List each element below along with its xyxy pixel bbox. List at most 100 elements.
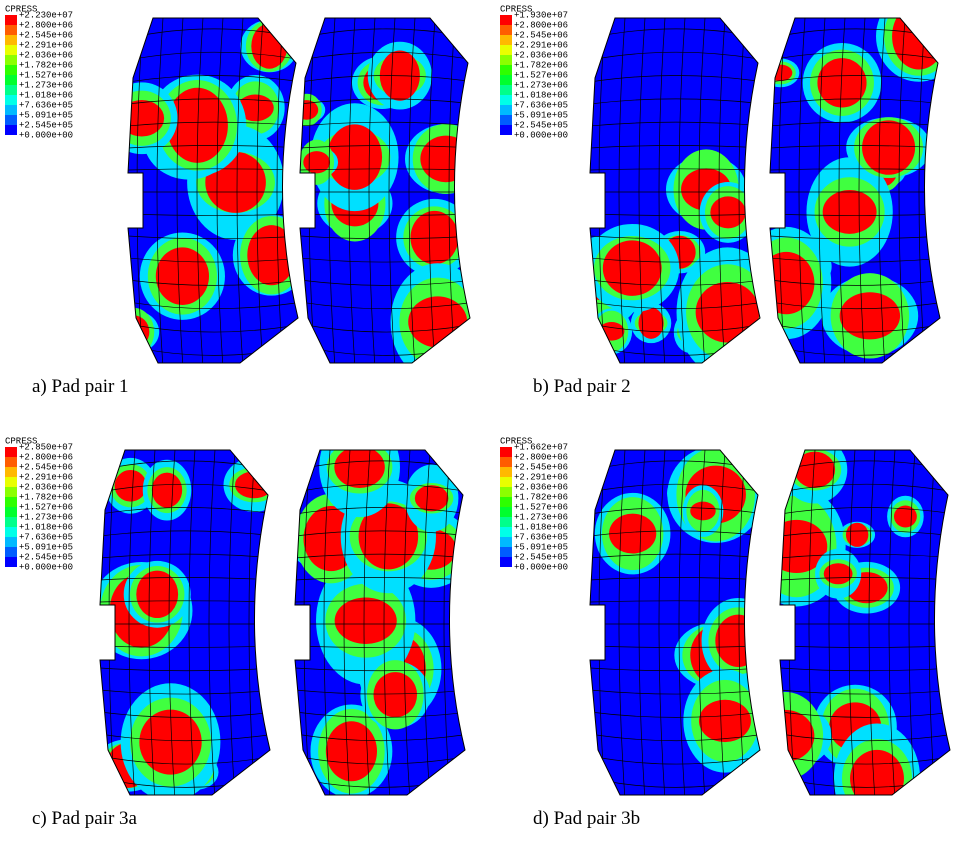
- pressure-zone: [850, 750, 904, 807]
- legend-label: +0.000e+00: [514, 562, 568, 572]
- legend-label: +2.800e+06: [514, 20, 568, 30]
- legend-label: +7.636e+05: [19, 532, 73, 542]
- caption: a) Pad pair 1: [32, 376, 129, 397]
- pressure-zone: [846, 523, 868, 547]
- legend-label: +7.636e+05: [514, 100, 568, 110]
- legend-label: +1.018e+06: [19, 90, 73, 100]
- legend-swatch: [5, 457, 17, 467]
- legend-label: +2.291e+06: [19, 40, 73, 50]
- legend-swatch: [500, 477, 512, 487]
- pressure-zone: [373, 672, 417, 717]
- page: CPRESS+2.230e+07+2.800e+06+2.545e+06+2.2…: [0, 0, 957, 850]
- legend-label: +1.527e+06: [19, 502, 73, 512]
- legend-swatch: [5, 95, 17, 105]
- legend-swatch: [5, 487, 17, 497]
- legend-swatch: [5, 25, 17, 35]
- pad: [741, 0, 957, 368]
- legend-label: +2.291e+06: [514, 472, 568, 482]
- legend-swatch: [5, 55, 17, 65]
- legend-label: +1.018e+06: [19, 522, 73, 532]
- legend-label: +7.636e+05: [514, 532, 568, 542]
- pad-contour: [288, 18, 487, 381]
- legend-label: +1.018e+06: [514, 522, 568, 532]
- pad: [288, 18, 487, 381]
- legend-label: +1.273e+06: [514, 512, 568, 522]
- caption: d) Pad pair 3b: [533, 808, 640, 829]
- pressure-zone: [152, 473, 182, 508]
- legend-swatch: [5, 477, 17, 487]
- legend-label: +2.545e+05: [19, 552, 73, 562]
- legend-swatch: [5, 557, 17, 567]
- legend-swatch: [500, 35, 512, 45]
- legend-label: +7.636e+05: [19, 100, 73, 110]
- legend-swatch: [500, 125, 512, 135]
- legend-swatch: [500, 55, 512, 65]
- legend-label: +2.291e+06: [19, 472, 73, 482]
- pressure-zone: [247, 225, 295, 285]
- legend-label: +2.291e+06: [514, 40, 568, 50]
- legend-swatch: [500, 517, 512, 527]
- legend-swatch: [5, 507, 17, 517]
- pressure-zone: [415, 485, 449, 511]
- legend-label: +2.850e+07: [19, 442, 73, 452]
- legend-swatch: [500, 537, 512, 547]
- legend-swatch: [5, 85, 17, 95]
- figure: CPRESS+2.230e+07+2.800e+06+2.545e+06+2.2…: [0, 0, 957, 850]
- legend-swatch: [5, 467, 17, 477]
- pressure-zone: [715, 615, 761, 667]
- legend-label: +2.800e+06: [19, 20, 73, 30]
- legend-swatch: [5, 125, 17, 135]
- legend-label: +1.273e+06: [19, 512, 73, 522]
- legend-label: +1.273e+06: [514, 80, 568, 90]
- legend-label: +1.018e+06: [514, 90, 568, 100]
- legend-label: +5.091e+05: [514, 110, 568, 120]
- pressure-zone: [758, 252, 814, 314]
- legend-swatch: [500, 75, 512, 85]
- legend-swatch: [500, 65, 512, 75]
- pressure-zone: [862, 120, 915, 174]
- legend-swatch: [500, 105, 512, 115]
- pressure-zone: [690, 502, 716, 521]
- legend-swatch: [500, 487, 512, 497]
- legend-swatch: [500, 45, 512, 55]
- pressure-zone: [117, 315, 150, 348]
- legend-label: +2.800e+06: [514, 452, 568, 462]
- legend-label: +2.545e+06: [514, 462, 568, 472]
- legend-swatch: [5, 537, 17, 547]
- legend-label: +2.545e+06: [19, 462, 73, 472]
- panel: CPRESS+2.230e+07+2.800e+06+2.545e+06+2.2…: [5, 4, 129, 397]
- pressure-zone: [823, 190, 877, 234]
- legend-label: +1.273e+06: [19, 80, 73, 90]
- legend-swatch: [5, 105, 17, 115]
- legend-label: +2.545e+05: [514, 552, 568, 562]
- legend-label: +1.782e+06: [514, 492, 568, 502]
- legend-label: +1.782e+06: [19, 492, 73, 502]
- pad: [590, 439, 775, 800]
- pressure-zone: [115, 470, 147, 502]
- legend-swatch: [500, 457, 512, 467]
- legend-swatch: [5, 45, 17, 55]
- legend-label: +1.782e+06: [19, 60, 73, 70]
- legend-swatch: [500, 547, 512, 557]
- pressure-zone: [420, 136, 471, 183]
- pressure-zone: [840, 292, 900, 339]
- pressure-zone: [710, 196, 745, 228]
- legend-label: +2.036e+06: [19, 482, 73, 492]
- legend-label: +1.527e+06: [514, 502, 568, 512]
- legend-label: +1.930e+07: [514, 10, 568, 20]
- legend-swatch: [5, 75, 17, 85]
- legend-swatch: [5, 447, 17, 457]
- legend-label: +2.545e+06: [514, 30, 568, 40]
- legend-swatch: [500, 507, 512, 517]
- caption: b) Pad pair 2: [533, 376, 631, 397]
- legend-label: +1.527e+06: [19, 70, 73, 80]
- pad-contour: [562, 18, 778, 377]
- legend-label: +2.036e+06: [514, 482, 568, 492]
- legend-swatch: [5, 65, 17, 75]
- pad: [739, 436, 955, 833]
- pad-contour: [91, 450, 285, 801]
- pad: [106, 18, 310, 368]
- pressure-zone: [824, 563, 853, 584]
- legend-swatch: [5, 547, 17, 557]
- legend-swatch: [5, 517, 17, 527]
